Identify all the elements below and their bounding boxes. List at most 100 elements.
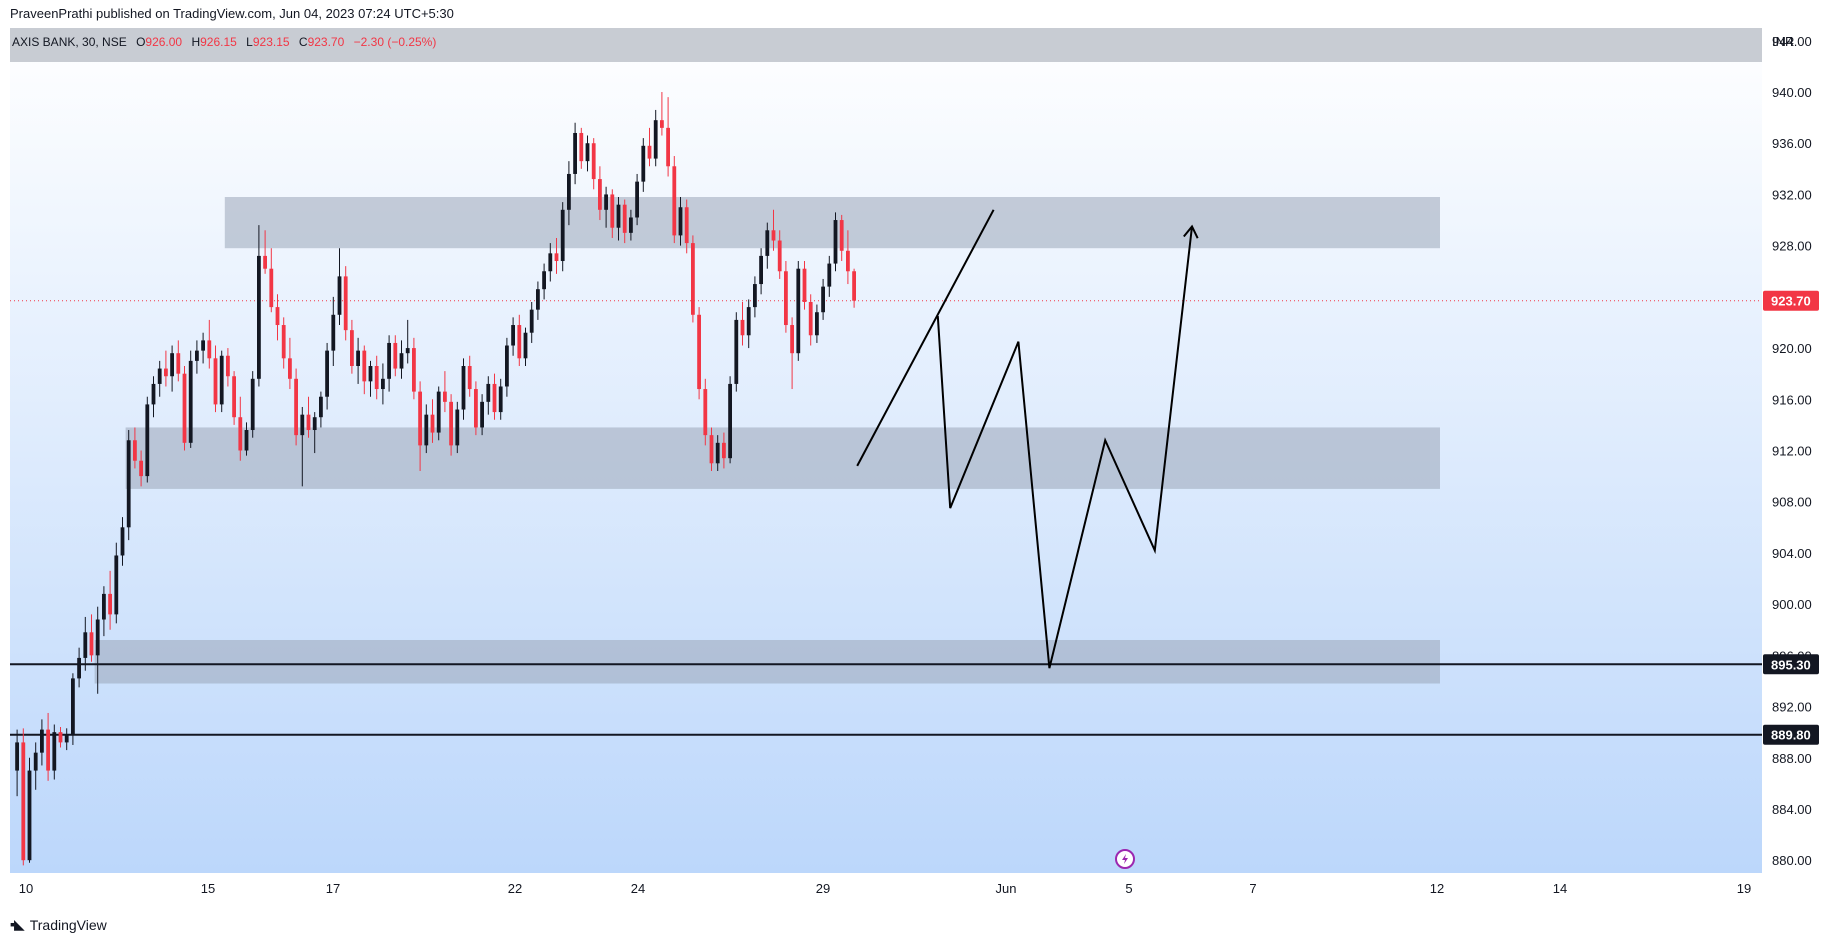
candle-body [337,276,342,315]
candle [151,376,156,418]
candle [635,173,639,226]
candle-body [610,194,615,228]
candle [58,727,63,748]
candle [660,92,664,136]
candle-body [691,243,695,315]
zone-rect-2[interactable] [94,639,1441,684]
candle-body [176,353,181,374]
candle-body [405,348,410,354]
candle-body [492,383,497,413]
candle [759,248,763,295]
published-info: PraveenPrathi published on TradingView.c… [10,6,454,21]
candle-body [821,286,825,313]
candle-body [21,742,26,861]
symbol-legend: AXIS BANK, 30, NSE O926.00 H926.15 L923.… [12,28,436,62]
candle [697,307,701,400]
candle-body [52,732,57,771]
candle [672,156,677,244]
candle-body [616,204,621,228]
candle [647,127,652,167]
candle [839,214,844,262]
candle-body [319,396,323,418]
y-tick-label: 920.00 [1772,341,1812,356]
candle [232,371,236,425]
candle-body [759,255,763,285]
candle [226,348,230,387]
candle [306,396,311,438]
candle [64,728,69,751]
candle [678,197,683,246]
candle [182,366,187,451]
projection-path[interactable] [936,226,1193,669]
candle-body [734,319,739,384]
candle [343,266,348,341]
candle-body [796,268,801,354]
candle [126,430,131,541]
trendline[interactable] [856,209,995,467]
candle [399,340,404,379]
candle-body [157,368,162,384]
candle-body [226,355,230,377]
candle-body [71,678,75,735]
price-tags: 923.70 895.30 889.80 [1763,290,1819,745]
candle [703,378,708,446]
x-tick-label: 10 [19,881,33,896]
candle-body [201,340,205,351]
candle [269,248,274,313]
candle-body [474,389,478,428]
candle [418,381,422,471]
candle-body [393,342,398,369]
event-icon[interactable] [1115,849,1135,869]
candle [319,391,323,428]
candle-body [306,414,311,431]
candle [523,327,528,366]
zone-rect-1[interactable] [125,427,1441,489]
candle-body [839,220,844,251]
candle [492,373,497,420]
candle [616,197,621,241]
candle-body [244,430,249,451]
candle-body [585,143,590,162]
candle [170,345,174,392]
candle [536,281,540,320]
candle-body [660,120,664,128]
candle-body [133,440,137,461]
candle-body [852,271,856,301]
level-tag-1: 895.30 [1763,654,1819,675]
candle [765,222,770,269]
candle [852,268,856,308]
candle-body [114,555,119,615]
candle [691,235,695,323]
candle-body [517,325,522,359]
candle-body [387,342,391,379]
tradingview-brand[interactable]: ▪◣ TradingView [10,916,107,933]
candle-body [498,386,503,413]
candle-body [343,276,348,331]
candle-body [505,345,509,387]
candle [250,371,255,438]
candle [424,404,429,454]
candle-body [604,194,608,210]
candle-body [257,255,261,379]
candle-body [765,230,770,256]
candle [560,202,565,272]
candle [740,301,745,346]
candle [207,319,212,369]
candle [684,199,689,254]
candle-body [102,593,106,620]
candle [145,396,150,483]
candle-body [412,348,416,392]
x-tick-label: 15 [201,881,215,896]
candle-body [808,301,813,336]
candle-body [269,268,274,308]
zone-rect-0[interactable] [224,197,1440,249]
candle-body [374,366,379,390]
candle [195,340,199,374]
candle [15,729,19,797]
candle [573,122,577,185]
candle-body [182,373,187,443]
high-value: 926.15 [200,35,237,49]
candle [467,355,472,397]
candle [27,757,32,863]
